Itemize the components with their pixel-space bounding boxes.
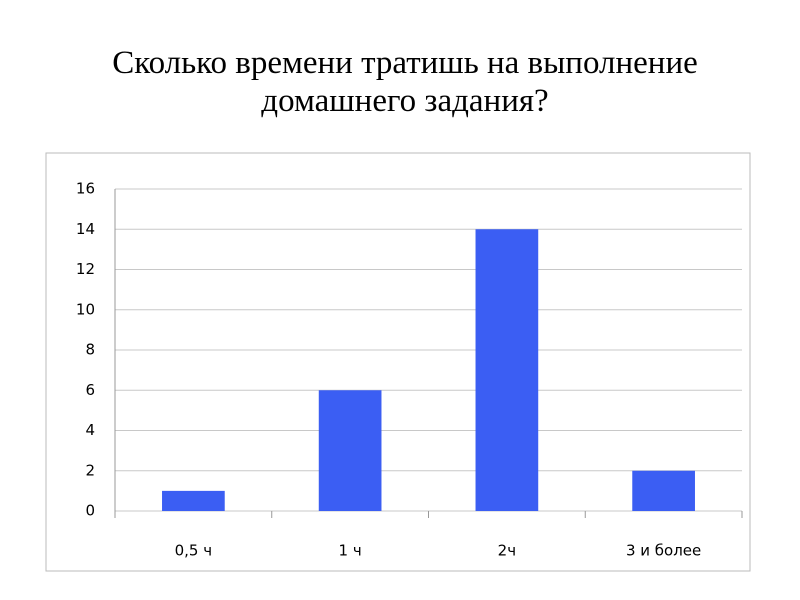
- x-tick-label: 2ч: [498, 542, 516, 560]
- y-tick-label: 10: [76, 300, 95, 318]
- y-tick-label: 0: [85, 502, 95, 520]
- x-tick-label: 0,5 ч: [175, 542, 213, 560]
- y-tick-label: 8: [85, 341, 95, 359]
- bar: [318, 390, 382, 511]
- bar: [632, 470, 695, 511]
- bar: [475, 229, 539, 511]
- chart-frame: [45, 152, 751, 572]
- y-tick-label: 14: [76, 220, 95, 238]
- x-tick-label: 3 и более: [626, 542, 701, 560]
- y-tick-label: 4: [85, 421, 95, 439]
- y-tick-label: 16: [76, 180, 95, 198]
- y-tick-label: 6: [85, 381, 95, 399]
- x-tick-label: 1 ч: [339, 542, 362, 560]
- chart-title: Сколько времени тратишь на выполнение до…: [112, 45, 698, 119]
- bar: [162, 490, 225, 511]
- y-tick-label: 12: [76, 260, 95, 278]
- y-tick-label: 2: [85, 461, 95, 479]
